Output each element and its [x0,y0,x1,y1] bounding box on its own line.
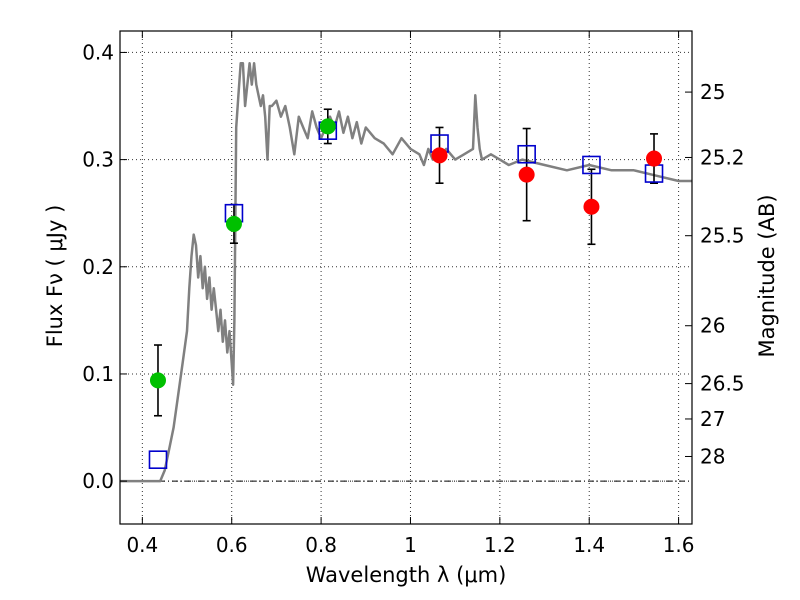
observed-flux-point [319,118,336,135]
axis-ticks [120,31,692,524]
observed-flux-point [518,166,535,183]
x-tick-label: 0.4 [126,533,158,557]
right-tick-label: 25.2 [700,145,745,169]
right-axis-title: Magnitude (AB) [755,194,779,357]
observed-flux-point [225,215,242,232]
model-photometry-square [148,450,168,469]
x-axis-title: Wavelength λ (μm) [306,563,507,587]
observed-flux-point [149,372,166,389]
tick-labels: 0.4 0.6 0.8 1 1.2 1.4 1.6 0.0 0.1 0.2 0.3 0.4 25 25.2… [82,40,744,557]
plot-frame [119,30,693,525]
observed-flux-point [431,147,448,164]
x-tick-label: 1.4 [573,533,605,557]
grid-lines [120,31,692,524]
right-tick-label: 28 [700,444,725,468]
right-tick-label: 26.5 [700,372,745,396]
model-photometry-square [582,155,601,175]
x-tick-label: 1.6 [663,533,695,557]
observed-flux-point [583,198,600,215]
right-tick-label: 25 [700,80,725,104]
x-tick-label: 1 [404,533,417,557]
x-tick-label: 0.6 [216,533,248,557]
model-spectrum-line [120,61,692,483]
right-tick-label: 26 [700,314,725,338]
observed-points [149,118,663,389]
x-tick-label: 0.8 [305,533,337,557]
right-tick-label: 27 [700,407,725,431]
y-tick-label: 0.4 [82,40,114,64]
model-photometry-square [517,144,536,164]
y-tick-label: 0.2 [82,255,114,279]
y-tick-label: 0.1 [82,362,114,386]
observed-flux-point [646,150,663,167]
y-tick-label: 0.0 [82,469,114,493]
x-tick-label: 1.2 [484,533,516,557]
y-tick-label: 0.3 [82,148,114,172]
y-axis-title: Flux Fν ( μJy ) [43,205,67,348]
right-tick-label: 25.5 [700,224,745,248]
